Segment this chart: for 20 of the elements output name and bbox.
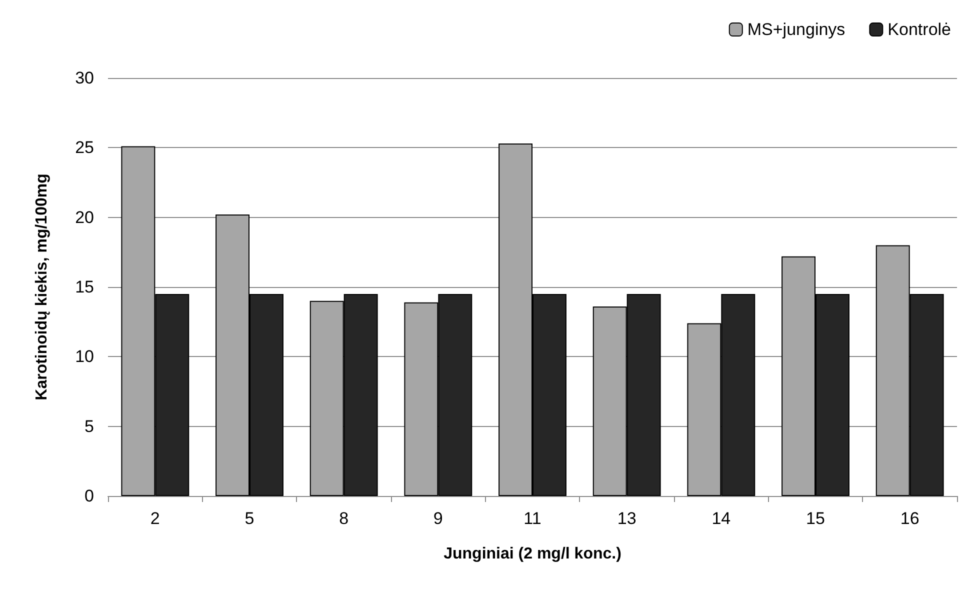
- legend-label: Kontrolė: [888, 20, 952, 39]
- y-tick-label: 25: [75, 138, 94, 158]
- y-tick-label: 0: [84, 486, 94, 506]
- x-tick-label: 11: [524, 509, 542, 528]
- x-tick-label: 14: [712, 509, 731, 528]
- x-tick-label: 8: [339, 509, 349, 528]
- legend-label: MS+junginys: [747, 20, 846, 39]
- y-tick-label: 20: [75, 208, 94, 227]
- x-tick-label: 5: [244, 509, 254, 528]
- x-tick-label: 13: [617, 509, 636, 528]
- x-tick-label: 15: [806, 509, 825, 528]
- x-tick-label: 9: [433, 509, 443, 528]
- y-axis-title: Karotinoidų kiekis, mg/100mg: [34, 174, 50, 400]
- x-axis-title: Junginiai (2 mg/l konc.): [444, 546, 622, 562]
- y-tick-label: 15: [75, 278, 94, 296]
- y-tick-label: 5: [84, 416, 94, 436]
- y-tick-label: 30: [75, 68, 94, 88]
- y-tick-label: 10: [75, 347, 94, 366]
- x-tick-label: 16: [900, 509, 920, 528]
- x-tick-label: 2: [150, 509, 160, 528]
